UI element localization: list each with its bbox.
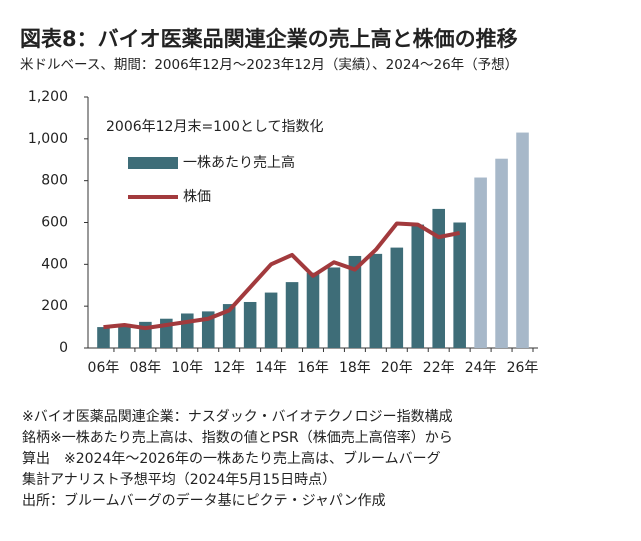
legend-label: 一株あたり売上高 <box>183 154 295 171</box>
footnote: 集計アナリスト予想平均（2024年5月15日時点） <box>22 471 336 488</box>
y-tick-label: 1,200 <box>28 89 68 105</box>
x-tick-label: 16年 <box>297 360 329 376</box>
footnote: 銘柄※一株あたり売上高は、指数の値とPSR（株価売上高倍率）から <box>22 429 453 446</box>
footnote: 算出 ※2024年～2026年の一株あたり売上高は、ブルームバーグ <box>22 450 441 467</box>
x-tick-label: 18年 <box>339 360 371 376</box>
x-tick-label: 06年 <box>88 360 120 376</box>
y-tick-label: 200 <box>41 298 68 314</box>
bar <box>306 272 320 348</box>
x-tick-label: 22年 <box>423 360 455 376</box>
bar <box>432 208 445 348</box>
legend-label: 株価 <box>183 189 211 205</box>
bar <box>411 224 425 348</box>
y-tick-label: 0 <box>59 340 68 356</box>
x-tick-label: 12年 <box>213 360 245 376</box>
chart-subtitle: 米ドルベース、期間：2006年12月～2023年12月（実績）、2024～26年… <box>20 57 518 73</box>
x-tick-label: 14年 <box>255 360 287 376</box>
chart-title: 図表8：バイオ医薬品関連企業の売上高と株価の推移 <box>20 27 518 51</box>
bar <box>390 247 404 348</box>
x-tick-label: 08年 <box>129 360 161 376</box>
bar <box>327 267 341 348</box>
bar <box>97 327 110 348</box>
bar <box>369 253 383 348</box>
x-tick-label: 10年 <box>171 360 203 376</box>
bar <box>348 255 362 348</box>
bar <box>243 301 257 348</box>
bar <box>474 177 487 348</box>
annotation: 2006年12月末=100として指数化 <box>106 119 323 135</box>
bar <box>453 222 466 348</box>
y-tick-label: 800 <box>41 173 68 189</box>
bar <box>118 323 131 348</box>
footnote: 出所：ブルームバーグのデータ基にピクテ・ジャパン作成 <box>22 492 386 509</box>
y-tick-label: 1,000 <box>28 131 68 147</box>
bar <box>264 292 278 348</box>
bar <box>516 132 529 348</box>
x-tick-label: 24年 <box>465 360 497 376</box>
bar <box>181 313 194 348</box>
legend-swatch <box>128 157 178 169</box>
x-tick-label: 26年 <box>507 360 539 376</box>
y-tick-label: 400 <box>41 256 68 272</box>
bar <box>222 304 236 348</box>
footnote: ※バイオ医薬品関連企業：ナスダック・バイオテクノロジー指数構成 <box>22 408 453 425</box>
x-tick-label: 20年 <box>381 360 413 376</box>
y-tick-label: 600 <box>41 215 68 231</box>
line <box>103 221 461 331</box>
bar <box>285 282 299 348</box>
bar <box>495 158 508 348</box>
